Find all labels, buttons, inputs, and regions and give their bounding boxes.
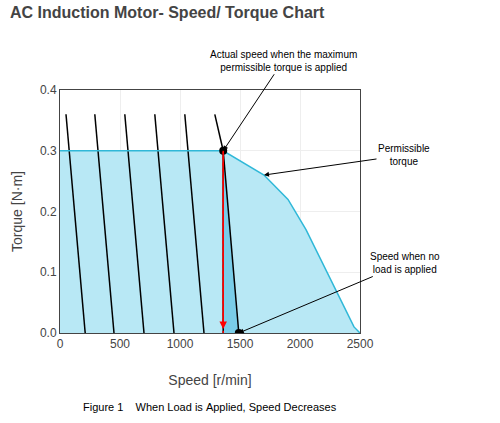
svg-text:0: 0 bbox=[57, 337, 64, 351]
svg-text:Speed when noload is applied: Speed when noload is applied bbox=[370, 251, 440, 275]
svg-text:Speed [r/min]: Speed [r/min] bbox=[168, 372, 251, 388]
svg-text:0.3: 0.3 bbox=[40, 144, 57, 158]
svg-text:0.1: 0.1 bbox=[40, 265, 57, 279]
svg-text:AC Induction Motor- Speed/ Tor: AC Induction Motor- Speed/ Torque Chart bbox=[10, 4, 325, 21]
svg-text:2500: 2500 bbox=[347, 337, 374, 351]
svg-text:500: 500 bbox=[110, 337, 130, 351]
svg-text:1500: 1500 bbox=[227, 337, 254, 351]
svg-text:Torque [N·m]: Torque [N·m] bbox=[9, 171, 25, 252]
svg-text:Actual speed when the maximump: Actual speed when the maximumpermissible… bbox=[210, 49, 357, 73]
svg-text:Permissibletorque: Permissibletorque bbox=[378, 143, 430, 167]
svg-text:1000: 1000 bbox=[167, 337, 194, 351]
svg-text:2000: 2000 bbox=[287, 337, 314, 351]
svg-text:Figure 1 When Load is Appli: Figure 1 When Load is Applied, Speed Dec… bbox=[83, 401, 337, 413]
svg-text:0.4: 0.4 bbox=[40, 83, 57, 97]
svg-text:0.2: 0.2 bbox=[40, 205, 57, 219]
svg-text:0.0: 0.0 bbox=[40, 326, 57, 340]
